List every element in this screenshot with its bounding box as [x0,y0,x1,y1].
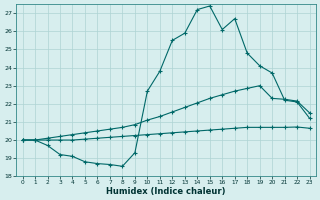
X-axis label: Humidex (Indice chaleur): Humidex (Indice chaleur) [106,187,226,196]
